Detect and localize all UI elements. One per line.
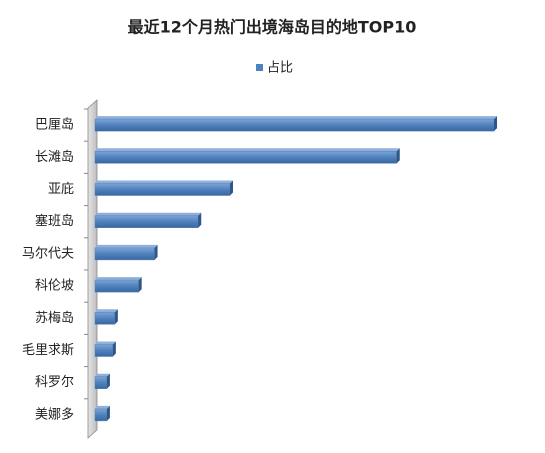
bar: [94, 116, 498, 132]
bar: [94, 341, 116, 357]
y-tick-label: 科罗尔: [35, 375, 74, 390]
y-tick-label: 苏梅岛: [35, 310, 74, 326]
bar-top: [95, 180, 233, 184]
bar: [94, 212, 202, 228]
bar-side: [396, 148, 400, 164]
bar-top: [95, 212, 202, 216]
bar-top: [95, 405, 110, 409]
bar-face: [94, 183, 231, 196]
bar: [94, 148, 400, 164]
legend-label: 占比: [267, 61, 293, 76]
bar-top: [95, 309, 118, 313]
bar-top: [95, 148, 400, 152]
bar: [94, 373, 110, 389]
y-tick-label: 塞班岛: [35, 213, 74, 229]
bar-top: [95, 341, 116, 345]
bar-side: [106, 405, 110, 421]
bar-top: [95, 373, 110, 377]
bar: [94, 244, 158, 261]
y-tick-label: 美娜多: [35, 406, 74, 422]
bar: [94, 277, 142, 293]
bar: [94, 309, 118, 325]
bar-side: [114, 309, 118, 325]
y-tick-label: 巴厘岛: [35, 117, 74, 133]
bar-top: [95, 244, 158, 248]
y-tick-label: 毛里求斯: [22, 343, 74, 358]
y-tick-label: 亚庇: [48, 182, 74, 197]
bar-face: [94, 376, 108, 389]
bar-side: [112, 341, 116, 357]
bar-side: [494, 116, 498, 132]
bar-side: [106, 373, 110, 389]
y-tick-label: 科伦坡: [35, 279, 74, 294]
bar-top: [95, 116, 498, 120]
bar-side: [154, 244, 158, 260]
bar-face: [94, 151, 398, 164]
bar: [94, 405, 110, 422]
bar-side: [198, 212, 202, 228]
bar-top: [95, 277, 142, 281]
chart-title: 最近12个月热门出境海岛目的地TOP10: [128, 18, 417, 37]
bar-face: [94, 312, 116, 325]
bar-face: [94, 215, 199, 228]
bar-side: [138, 277, 142, 293]
bar-face: [94, 118, 495, 132]
legend-swatch: [256, 64, 263, 71]
bar-side: [229, 180, 233, 196]
y-tick-label: 马尔代夫: [22, 246, 74, 261]
y-tick-label: 长滩岛: [35, 149, 74, 165]
bar-face: [94, 408, 108, 422]
bar-face: [94, 279, 139, 293]
bar-face: [94, 344, 114, 357]
bar: [94, 180, 233, 196]
bar-face: [94, 247, 155, 261]
